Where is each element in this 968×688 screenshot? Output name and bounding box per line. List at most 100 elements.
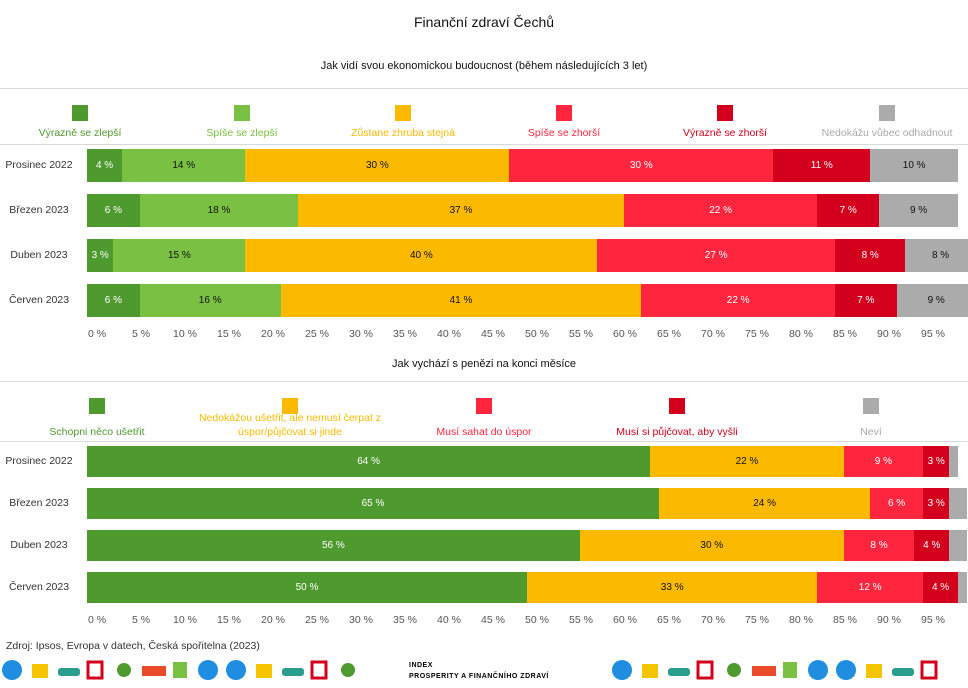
bar-segment-schopni-neco-usetrit: 56 % <box>87 530 580 561</box>
x-tick-label: 70 % <box>701 614 725 626</box>
bar-segment-schopni-neco-usetrit: 64 % <box>87 446 651 477</box>
bar-segment-musi-sahat-do-uspor: 6 % <box>870 488 923 519</box>
data-label: 7 % <box>857 295 875 306</box>
decor-circle-icon <box>836 660 856 680</box>
row-label: Březen 2023 <box>9 203 69 216</box>
bar-segment-zustane-zhruba-stejna: 41 % <box>280 284 642 317</box>
data-label: 65 % <box>361 498 385 509</box>
x-tick-label: 95 % <box>921 328 945 340</box>
decor-circle-icon <box>2 660 22 680</box>
legend-swatch-spise-se-zhorsi <box>556 105 572 121</box>
x-tick-label: 20 % <box>261 614 285 626</box>
legend-swatch-nevi <box>863 398 879 414</box>
stacked-bar-row: 3 % 15 % 40 % 27 % 8 % 8 % <box>87 239 968 272</box>
legend-swatch-vyrazne-se-zlepsi <box>72 105 88 121</box>
data-label: 8 % <box>870 540 888 551</box>
x-tick-label: 50 % <box>525 328 549 340</box>
x-tick-label: 40 % <box>437 614 461 626</box>
x-tick-label: 30 % <box>349 328 373 340</box>
x-tick-label: 0 % <box>87 614 107 626</box>
data-label: 40 % <box>409 250 433 261</box>
bar-segment-musi-si-pujcovat-aby-vysli: 3 % <box>923 488 950 519</box>
legend-label-nedokazou-usetrit-ale-nemusi-cerpat-z-us: Nedokážou ušetřit, ale nemusí čerpat z ú… <box>198 412 382 438</box>
stacked-bar-row: 4 % 14 % 30 % 30 % 11 % 10 % <box>87 149 968 182</box>
footer-strip: INDEX PROSPERITY A FINANČNÍHO ZDRAVÍ <box>0 656 968 683</box>
brand-name: PROSPERITY A FINANČNÍHO ZDRAVÍ <box>409 671 549 680</box>
legend-swatch-nedokazu-vubec-odhadnout <box>879 105 895 121</box>
row-label: Červen 2023 <box>8 293 70 306</box>
bar-segment-musi-sahat-do-uspor: 9 % <box>843 446 923 477</box>
data-label: 33 % <box>660 582 684 593</box>
x-tick-label: 0 % <box>87 328 107 340</box>
bar-segment-nedokazou-usetrit-ale-nemusi-cerpat-z-us: 22 % <box>650 446 844 477</box>
decor-house-icon <box>783 662 797 678</box>
bar-segment-spise-se-zhorsi: 30 % <box>509 149 774 182</box>
legend-label-vyrazne-se-zlepsi: Výrazně se zlepší <box>38 127 122 139</box>
x-tick-label: 75 % <box>745 614 769 626</box>
x-tick-label: 65 % <box>657 614 681 626</box>
x-tick-label: 75 % <box>745 328 769 340</box>
decor-bars-icon <box>32 664 48 678</box>
bar-segment-vyrazne-se-zhorsi: 7 % <box>817 194 879 227</box>
x-tick-label: 25 % <box>305 614 329 626</box>
x-tick-label: 45 % <box>481 328 505 340</box>
divider <box>0 88 968 89</box>
bar-segment-vyrazne-se-zlepsi: 6 % <box>87 194 140 227</box>
decor-fence-icon <box>142 666 166 676</box>
x-tick-label: 5 % <box>131 328 151 340</box>
data-label: 22 % <box>709 205 732 216</box>
legend-label-vyrazne-se-zhorsi: Výrazně se zhorší <box>682 127 768 139</box>
bar-segment-spise-se-zlepsi: 18 % <box>139 194 299 227</box>
stacked-bar-row: 65 % 24 % 6 % 3 % <box>87 488 968 519</box>
data-label: 9 % <box>874 456 892 467</box>
page-title: Finanční zdraví Čechů <box>413 14 555 30</box>
x-tick-label: 30 % <box>349 614 373 626</box>
decor-car-icon <box>668 668 690 676</box>
x-tick-label: 85 % <box>833 328 857 340</box>
stacked-bar-row: 56 % 30 % 8 % 4 % <box>87 530 968 561</box>
data-label: 64 % <box>357 456 380 467</box>
bar-segment-zustane-zhruba-stejna: 40 % <box>245 239 598 272</box>
data-label: 6 % <box>104 295 123 306</box>
x-tick-label: 85 % <box>833 614 857 626</box>
bar-segment-nevi <box>949 446 959 477</box>
data-label: 4 % <box>931 582 950 593</box>
bar-segment-nedokazou-usetrit-ale-nemusi-cerpat-z-us: 30 % <box>579 530 844 561</box>
stacked-bar-row: 6 % 16 % 41 % 22 % 7 % 9 % <box>87 284 968 317</box>
decor-gear-icon <box>341 663 355 677</box>
bar-segment-spise-se-zlepsi: 15 % <box>113 239 246 272</box>
bar-segment-nedokazu-vubec-odhadnout: 8 % <box>905 239 968 272</box>
data-label: 8 % <box>931 250 950 261</box>
decor-bench-icon <box>920 660 938 680</box>
data-label: 22 % <box>726 295 750 306</box>
data-label: 10 % <box>902 160 926 171</box>
bar-segment-nevi <box>949 530 967 561</box>
bar-segment-vyrazne-se-zlepsi: 3 % <box>87 239 114 272</box>
data-label: 4 % <box>95 160 114 171</box>
legend-swatch-musi-sahat-do-uspor <box>476 398 492 414</box>
decor-circle-icon <box>808 660 828 680</box>
legend-label-nedokazu-vubec-odhadnout: Nedokážu vůbec odhadnout <box>821 127 953 139</box>
x-tick-label: 35 % <box>393 614 417 626</box>
divider <box>0 381 968 382</box>
bar-segment-musi-si-pujcovat-aby-vysli: 4 % <box>914 530 950 561</box>
data-label: 30 % <box>365 160 389 171</box>
legend-label-spise-se-zlepsi: Spíše se zlepší <box>206 127 278 139</box>
data-label: 4 % <box>923 540 941 551</box>
legend-swatch-musi-si-pujcovat-aby-vysli <box>669 398 685 414</box>
x-tick-label: 95 % <box>921 614 945 626</box>
data-label: 56 % <box>322 540 345 551</box>
bar-segment-musi-si-pujcovat-aby-vysli: 4 % <box>923 572 959 603</box>
data-label: 18 % <box>207 205 231 216</box>
legend-swatch-schopni-neco-usetrit <box>89 398 105 414</box>
data-label: 24 % <box>753 498 776 509</box>
decor-circle-icon <box>612 660 632 680</box>
x-tick-label: 5 % <box>131 614 151 626</box>
data-label: 9 % <box>927 295 945 306</box>
bar-segment-vyrazne-se-zhorsi: 7 % <box>835 284 897 317</box>
x-tick-label: 60 % <box>613 328 637 340</box>
legend-swatch-nedokazou-usetrit-ale-nemusi-cerpat-z-us <box>282 398 298 414</box>
x-tick-label: 70 % <box>701 328 725 340</box>
decor-bars-icon <box>642 664 658 678</box>
legend-swatch-zustane-zhruba-stejna <box>395 105 411 121</box>
